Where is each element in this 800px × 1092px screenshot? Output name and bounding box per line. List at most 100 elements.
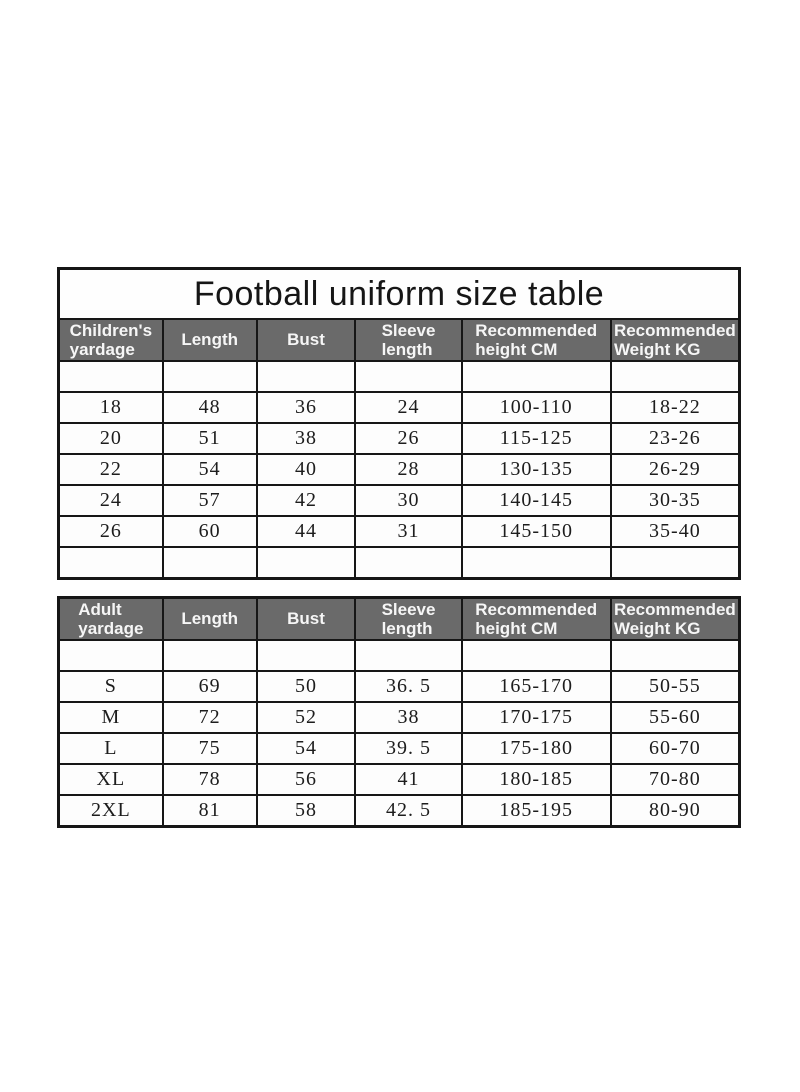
children-size-table: Football uniform size table Children's y… [57, 267, 741, 580]
data-cell: 54 [255, 732, 357, 765]
data-cell: 36. 5 [354, 670, 463, 703]
header-label: Recommended height CM [475, 320, 598, 359]
data-cell: 30 [354, 484, 463, 517]
header-cell-adult-yardage: Adult yardage [57, 596, 164, 641]
data-cell: 100-110 [460, 391, 612, 424]
header-cell-sleeve-length: Sleeve length [354, 318, 463, 362]
data-cell: 58 [255, 794, 357, 828]
data-cell: 70-80 [609, 763, 741, 796]
data-cell: 69 [161, 670, 258, 703]
data-cell: M [57, 701, 164, 734]
data-cell [161, 639, 258, 672]
table-row-empty [57, 546, 741, 580]
header-cell-recommended-height: Recommended height CM [460, 596, 612, 641]
data-cell [354, 546, 463, 580]
data-cell: 145-150 [460, 515, 612, 548]
data-cell: 55-60 [609, 701, 741, 734]
data-cell: 44 [255, 515, 357, 548]
data-cell: 175-180 [460, 732, 612, 765]
header-cell-recommended-weight: Recommended Weight KG [609, 318, 741, 362]
title-row: Football uniform size table [57, 267, 741, 320]
size-chart-card: Football uniform size table Children's y… [57, 267, 741, 828]
table-row-size-20: 20 51 38 26 115-125 23-26 [57, 422, 741, 455]
data-cell: 18 [57, 391, 164, 424]
data-cell: XL [57, 763, 164, 796]
header-label: Recommended Weight KG [613, 599, 736, 638]
data-cell: 50-55 [609, 670, 741, 703]
table-row-size-26: 26 60 44 31 145-150 35-40 [57, 515, 741, 548]
data-cell: 78 [161, 763, 258, 796]
data-cell: 39. 5 [354, 732, 463, 765]
data-cell [609, 360, 741, 393]
data-cell: 18-22 [609, 391, 741, 424]
header-cell-length: Length [161, 318, 258, 362]
data-cell: 41 [354, 763, 463, 796]
header-label: Adult yardage [78, 599, 144, 638]
data-cell: 50 [255, 670, 357, 703]
table-row-empty [57, 360, 741, 393]
header-label: Bust [287, 609, 325, 629]
chart-title: Football uniform size table [57, 267, 741, 320]
table-row-size-22: 22 54 40 28 130-135 26-29 [57, 453, 741, 486]
data-cell: 185-195 [460, 794, 612, 828]
table-row-size-l: L 75 54 39. 5 175-180 60-70 [57, 732, 741, 765]
adult-header-row: Adult yardage Length Bust Sleeve length … [57, 596, 741, 641]
header-cell-children-yardage: Children's yardage [57, 318, 164, 362]
header-cell-bust: Bust [255, 596, 357, 641]
data-cell: 81 [161, 794, 258, 828]
children-header-row: Children's yardage Length Bust Sleeve le… [57, 318, 741, 362]
data-cell [354, 360, 463, 393]
data-cell: 48 [161, 391, 258, 424]
data-cell: 22 [57, 453, 164, 486]
header-label: Sleeve length [381, 320, 436, 359]
data-cell: 40 [255, 453, 357, 486]
data-cell: S [57, 670, 164, 703]
data-cell [57, 639, 164, 672]
data-cell: 72 [161, 701, 258, 734]
data-cell [255, 639, 357, 672]
data-cell: 51 [161, 422, 258, 455]
data-cell [255, 360, 357, 393]
data-cell [57, 360, 164, 393]
data-cell: 165-170 [460, 670, 612, 703]
table-row-size-18: 18 48 36 24 100-110 18-22 [57, 391, 741, 424]
data-cell: 42. 5 [354, 794, 463, 828]
adult-size-table: Adult yardage Length Bust Sleeve length … [57, 596, 741, 828]
data-cell: 36 [255, 391, 357, 424]
table-row-empty [57, 639, 741, 672]
data-cell [609, 546, 741, 580]
data-cell: 115-125 [460, 422, 612, 455]
table-row-size-xl: XL 78 56 41 180-185 70-80 [57, 763, 741, 796]
header-label: Length [181, 609, 238, 629]
header-cell-recommended-weight: Recommended Weight KG [609, 596, 741, 641]
data-cell: 26 [57, 515, 164, 548]
data-cell [460, 360, 612, 393]
data-cell [460, 546, 612, 580]
data-cell [354, 639, 463, 672]
data-cell: 80-90 [609, 794, 741, 828]
header-cell-sleeve-length: Sleeve length [354, 596, 463, 641]
data-cell: 30-35 [609, 484, 741, 517]
data-cell: 28 [354, 453, 463, 486]
data-cell: 24 [354, 391, 463, 424]
data-cell: 60 [161, 515, 258, 548]
header-label: Length [181, 330, 238, 350]
data-cell: 130-135 [460, 453, 612, 486]
data-cell: 38 [255, 422, 357, 455]
data-cell: 60-70 [609, 732, 741, 765]
data-cell: 42 [255, 484, 357, 517]
data-cell: L [57, 732, 164, 765]
data-cell: 24 [57, 484, 164, 517]
header-label: Sleeve length [381, 599, 436, 638]
data-cell: 26 [354, 422, 463, 455]
data-cell [161, 546, 258, 580]
data-cell [460, 639, 612, 672]
table-row-size-24: 24 57 42 30 140-145 30-35 [57, 484, 741, 517]
data-cell [255, 546, 357, 580]
table-row-size-2xl: 2XL 81 58 42. 5 185-195 80-90 [57, 794, 741, 828]
table-row-size-m: M 72 52 38 170-175 55-60 [57, 701, 741, 734]
data-cell: 57 [161, 484, 258, 517]
header-label: Children's yardage [69, 320, 153, 359]
header-cell-recommended-height: Recommended height CM [460, 318, 612, 362]
